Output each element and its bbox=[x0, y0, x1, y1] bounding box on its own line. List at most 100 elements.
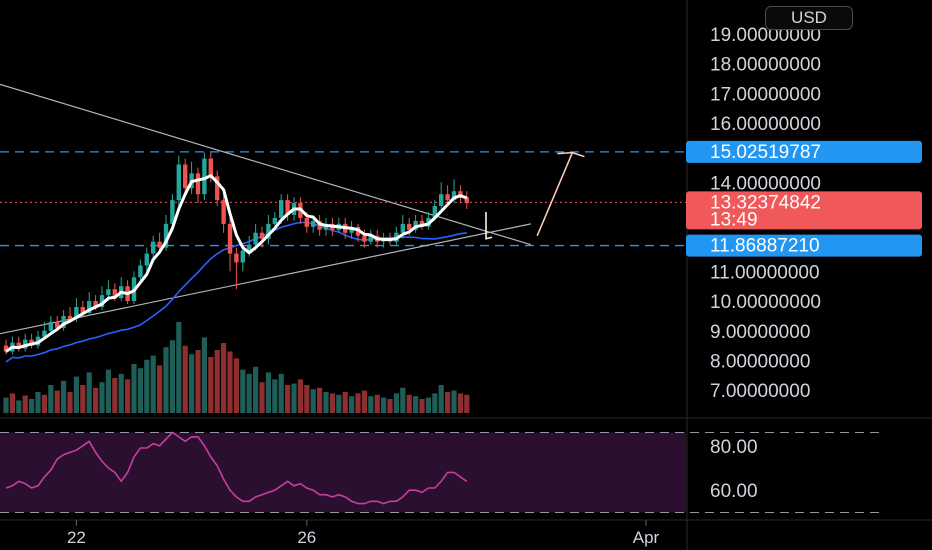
volume-bar bbox=[195, 350, 201, 413]
candle-body bbox=[87, 301, 92, 313]
volume-bar bbox=[400, 387, 406, 413]
volume-bar bbox=[445, 392, 451, 413]
candle-body bbox=[240, 250, 245, 263]
volume-bar bbox=[93, 387, 99, 413]
candle bbox=[413, 214, 418, 233]
volume-bar bbox=[16, 400, 22, 413]
volume-bar bbox=[35, 392, 41, 413]
volume-bar bbox=[169, 340, 175, 413]
candle bbox=[464, 191, 469, 210]
candle-body bbox=[279, 200, 284, 218]
candle bbox=[285, 194, 290, 221]
candle bbox=[87, 292, 92, 316]
candle-body bbox=[106, 289, 111, 296]
candle bbox=[266, 214, 271, 245]
volume-bar bbox=[233, 358, 239, 413]
rsi-band bbox=[0, 432, 686, 513]
volume-bar bbox=[157, 365, 163, 413]
volume-bar bbox=[259, 382, 265, 413]
volume-bar bbox=[393, 393, 399, 413]
volume-bar bbox=[182, 345, 188, 413]
candle-body bbox=[432, 206, 437, 218]
volume-bar bbox=[67, 392, 73, 413]
currency-button[interactable]: USD bbox=[765, 6, 853, 30]
candle bbox=[202, 152, 207, 201]
volume-bar bbox=[419, 399, 425, 413]
candle-body bbox=[247, 244, 252, 251]
volume-bar bbox=[221, 343, 227, 413]
candle-body bbox=[80, 307, 85, 313]
price-tick-label: 10.00000000 bbox=[710, 292, 821, 313]
rise-projection-arrowhead bbox=[557, 151, 585, 158]
candle-body bbox=[362, 235, 367, 242]
candle-body bbox=[138, 265, 143, 278]
volume-bar bbox=[22, 395, 28, 413]
volume-bar bbox=[413, 396, 419, 413]
volume-bar bbox=[189, 354, 195, 413]
candle-body bbox=[400, 223, 405, 233]
volume-bar bbox=[240, 369, 246, 413]
volume-bar bbox=[61, 380, 67, 413]
volume-bar bbox=[432, 393, 438, 413]
candle bbox=[35, 330, 41, 349]
candle-body bbox=[285, 200, 290, 215]
ascending-trendline bbox=[0, 223, 531, 335]
volume-bar bbox=[317, 387, 323, 413]
candle-body bbox=[272, 217, 277, 224]
candle-body bbox=[42, 330, 47, 337]
candle-body bbox=[259, 232, 265, 239]
candle bbox=[221, 194, 226, 233]
volume-bar bbox=[3, 397, 9, 413]
candle bbox=[195, 167, 201, 204]
candle bbox=[29, 333, 34, 349]
candle bbox=[419, 214, 425, 230]
candle-body bbox=[215, 176, 220, 201]
candle-body bbox=[151, 241, 156, 254]
candle bbox=[23, 333, 28, 352]
candle bbox=[144, 247, 149, 272]
volume-bar bbox=[201, 337, 207, 413]
volume-bar bbox=[73, 376, 79, 413]
fast-moving-average-line bbox=[5, 174, 468, 353]
candle-body bbox=[304, 217, 309, 227]
volume-bar bbox=[304, 385, 310, 413]
volume-bar bbox=[227, 351, 233, 413]
candle-body bbox=[144, 253, 149, 266]
volume-bar bbox=[464, 394, 470, 413]
candle bbox=[61, 309, 66, 331]
volume-bar bbox=[278, 373, 284, 413]
volume-bar bbox=[99, 382, 105, 413]
time-tick-label: 22 bbox=[67, 528, 86, 547]
candle-body bbox=[253, 232, 258, 245]
volume-bar bbox=[137, 368, 143, 413]
volume-bar bbox=[438, 385, 444, 413]
candle-body bbox=[112, 289, 117, 299]
candle bbox=[151, 235, 156, 260]
candle bbox=[259, 226, 265, 248]
volume-bar bbox=[272, 379, 278, 413]
price-tick-label: 11.00000000 bbox=[710, 262, 820, 283]
candle-body bbox=[163, 223, 169, 248]
candle-body bbox=[311, 220, 316, 227]
candle-body bbox=[195, 173, 201, 195]
candle bbox=[119, 277, 124, 302]
rise-projection-arrow bbox=[536, 152, 574, 237]
time-tick-label: Apr bbox=[633, 528, 660, 547]
price-tick-label: 16.00000000 bbox=[710, 114, 821, 135]
price-tick-label: 14.00000000 bbox=[710, 173, 821, 194]
candle-body bbox=[16, 342, 21, 349]
volume-bar bbox=[9, 393, 15, 413]
price-tag-background bbox=[686, 234, 922, 257]
volume-bar bbox=[86, 372, 92, 413]
candle bbox=[183, 158, 188, 195]
price-tick-label: 18.00000000 bbox=[710, 55, 821, 76]
price-tick-label: 17.00000000 bbox=[710, 84, 821, 105]
candle-body bbox=[221, 200, 226, 224]
volume-bar bbox=[310, 389, 316, 413]
volume-bar bbox=[29, 399, 35, 413]
candle-body bbox=[67, 315, 73, 319]
volume-bar bbox=[349, 396, 355, 413]
volume-bar bbox=[144, 359, 150, 413]
volume-bar bbox=[336, 394, 342, 413]
